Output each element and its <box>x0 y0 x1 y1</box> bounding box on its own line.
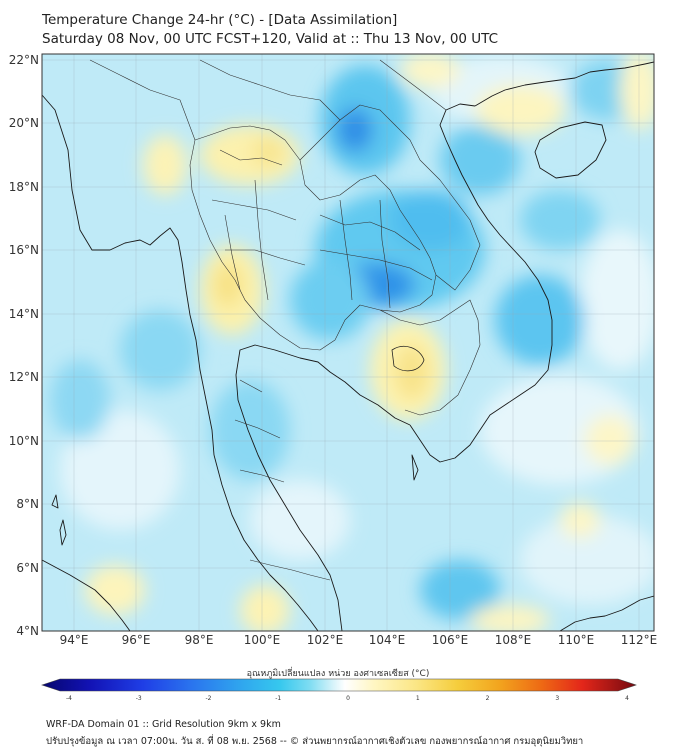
myanmar-border <box>89 59 196 141</box>
colorbar-bar <box>41 678 637 692</box>
lon-tick: 106°E <box>432 633 469 647</box>
chart-subtitle: Saturday 08 Nov, 00 UTC FCST+120, Valid … <box>42 31 499 47</box>
malaysia-border <box>249 559 331 581</box>
colorbar-tick-label: -4 <box>66 695 72 702</box>
colorbar-tick-label: -3 <box>136 695 142 702</box>
lon-tick: 94°E <box>60 633 89 647</box>
lat-tick: 6°N <box>16 561 39 575</box>
lat-tick: 4°N <box>16 624 39 638</box>
myanmar-coast <box>42 94 215 456</box>
footer-domain-info: WRF-DA Domain 01 :: Grid Resolution 9km … <box>46 719 281 730</box>
colorbar-tick-label: -1 <box>275 695 281 702</box>
gulf-of-thailand-coast <box>235 344 411 631</box>
andaman-islands <box>59 519 67 546</box>
lon-tick: 104°E <box>369 633 406 647</box>
phu-quoc-island <box>411 454 419 481</box>
colorbar-tick-label: 4 <box>625 695 629 702</box>
map-frame-border <box>41 53 655 632</box>
lon-tick: 108°E <box>495 633 532 647</box>
lat-tick: 18°N <box>9 180 39 194</box>
graticule <box>42 54 654 631</box>
lat-tick: 22°N <box>9 53 39 67</box>
lat-tick: 12°N <box>9 370 39 384</box>
chart-title: Temperature Change 24-hr (°C) - [Data As… <box>42 12 398 28</box>
peninsula-west-coast <box>213 454 319 631</box>
colorbar-ticks: -4 -3 -2 -1 0 1 2 3 4 <box>66 695 629 702</box>
lon-tick: 102°E <box>307 633 344 647</box>
colorbar-tick-label: 3 <box>555 695 559 702</box>
lat-tick: 16°N <box>9 243 39 257</box>
colorbar-tick-label: 1 <box>416 695 420 702</box>
cambodia-border <box>379 299 481 416</box>
hainan-island <box>534 121 607 179</box>
lat-tick: 20°N <box>9 116 39 130</box>
lon-tick: 110°E <box>558 633 595 647</box>
lat-tick-labels: 22°N 20°N 18°N 16°N 14°N 12°N 10°N 8°N 6… <box>9 53 39 638</box>
temperature-field <box>42 54 654 631</box>
lon-tick-labels: 94°E 96°E 98°E 100°E 102°E 104°E 106°E 1… <box>60 633 658 647</box>
coastlines <box>42 61 654 631</box>
lon-tick: 98°E <box>185 633 214 647</box>
borneo-coast <box>559 595 654 631</box>
laos-border <box>299 104 481 291</box>
colorbar-tick-label: 2 <box>486 695 490 702</box>
footer-update-info: ปรับปรุงข้อมูล ณ เวลา 07:00น. วัน ส. ที่… <box>46 736 584 747</box>
sumatra-coast <box>42 559 131 631</box>
lon-tick: 96°E <box>122 633 151 647</box>
colorbar-tick-label: -2 <box>206 695 212 702</box>
lat-tick: 10°N <box>9 434 39 448</box>
lon-tick: 112°E <box>621 633 658 647</box>
lat-tick: 8°N <box>16 497 39 511</box>
lat-tick: 14°N <box>9 307 39 321</box>
colorbar: -4 -3 -2 -1 0 1 2 3 4 <box>41 678 637 702</box>
lon-tick: 100°E <box>244 633 281 647</box>
colorbar-label: อุณหภูมิเปลี่ยนแปลง หน่วย องศาเซลเซียส (… <box>246 669 430 679</box>
tonle-sap-lake <box>391 346 425 372</box>
vietnam-coast <box>409 103 553 463</box>
borders <box>89 59 481 581</box>
south-china-coast <box>474 61 654 107</box>
colorbar-tick-label: 0 <box>346 695 350 702</box>
